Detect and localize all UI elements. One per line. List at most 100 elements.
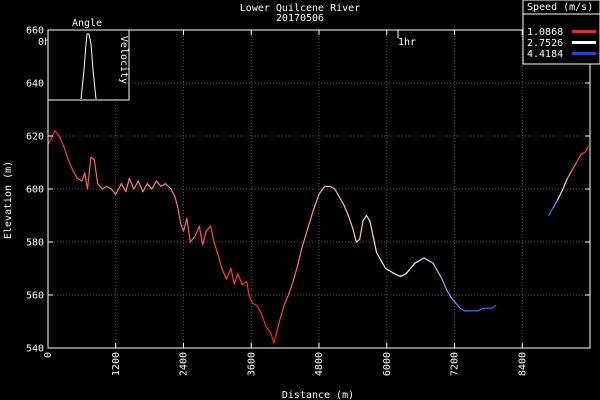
track-line-segment — [571, 161, 578, 172]
track-line-segment — [557, 188, 564, 201]
inset-ylabel: Velocity — [118, 36, 129, 84]
inset-frame — [47, 29, 130, 101]
track-line-segment — [106, 185, 112, 190]
inset-panel: Angle Velocity — [47, 18, 130, 101]
track-line-segment — [155, 180, 162, 187]
track-line-segment — [84, 172, 89, 190]
track-line-segment — [230, 267, 235, 285]
track-line-segment — [372, 236, 378, 254]
track-line-segment — [86, 156, 92, 190]
track-line-segment — [269, 331, 275, 344]
track-line-segment — [275, 320, 281, 336]
track-line-segment — [128, 177, 135, 190]
track-line-segment — [67, 159, 74, 172]
track-line-segment — [213, 241, 218, 254]
track-line-segment — [436, 270, 443, 280]
track-line-segment — [47, 138, 52, 145]
inset-title: Angle — [72, 18, 102, 29]
track-line-segment — [90, 156, 95, 161]
x-axis-label: Distance (m) — [282, 390, 354, 400]
y-tick-label: 620 — [26, 132, 44, 143]
x-tick-label: 6000 — [382, 352, 393, 376]
track-line-segment — [180, 222, 185, 232]
track-line-segment — [186, 217, 191, 243]
track-line-segment — [389, 270, 396, 275]
time-markers: 0h 1hr — [38, 37, 416, 48]
track-line-segment — [301, 228, 309, 248]
track-line-segment — [246, 281, 250, 296]
track-line-segment — [343, 204, 349, 217]
track-line-segment — [418, 257, 425, 262]
track-line-segment — [93, 159, 99, 185]
track-line-segment — [552, 199, 559, 209]
legend-swatch — [572, 41, 596, 44]
track-line-segment — [72, 169, 78, 179]
track-line-segment — [365, 214, 371, 222]
track-line-segment — [115, 183, 122, 195]
track-line-segment — [198, 225, 204, 246]
track-line-segment — [584, 146, 589, 153]
track-line-segment — [287, 281, 294, 296]
track-line-segment — [54, 130, 60, 137]
x-tick-label: 8400 — [517, 352, 528, 376]
legend-swatch — [572, 52, 596, 55]
track-line-segment — [394, 273, 401, 278]
track-line-segment — [205, 225, 212, 232]
track-line-segment — [164, 183, 172, 190]
track-line-segment — [380, 259, 387, 270]
inset-angle-curve — [80, 33, 97, 100]
x-tick-label: 3600 — [246, 352, 257, 376]
chart-subtitle: 20170506 — [276, 13, 324, 24]
track-line-segment — [81, 172, 86, 182]
x-tick-label: 7200 — [450, 352, 461, 376]
x-tick-label: 2400 — [179, 352, 190, 376]
track-line-segment — [318, 185, 326, 195]
track-line-segment — [334, 188, 340, 198]
track-line-segment — [97, 183, 103, 190]
track-line-segment — [477, 307, 484, 312]
track-line-segment — [194, 225, 200, 238]
track-line-segment — [50, 130, 56, 140]
track-line-segment — [414, 259, 421, 264]
track-line-segment — [120, 183, 127, 193]
track-line-segment — [548, 206, 554, 217]
track-line-segment — [292, 265, 299, 283]
track-line-segment — [151, 180, 157, 190]
track-line-segment — [580, 151, 587, 156]
y-tick-label: 560 — [26, 291, 44, 302]
track-line-segment — [427, 259, 434, 264]
chart-title: Lower Quilcene River — [240, 3, 360, 14]
track-line-segment — [329, 185, 336, 190]
track-line-segment — [385, 267, 391, 272]
track-line-segment — [110, 188, 117, 195]
track-line-segment — [409, 262, 416, 270]
track-line-segment — [575, 153, 582, 164]
track-line-segment — [63, 146, 69, 161]
track-line-segment — [405, 267, 412, 275]
track-line-segment — [225, 267, 232, 280]
track-line-segment — [241, 281, 248, 285]
track-line-segment — [101, 185, 108, 190]
y-tick-label: 580 — [26, 238, 44, 249]
track-line-segment — [278, 305, 285, 323]
track-line-segment — [210, 225, 215, 243]
track-line-segment — [170, 188, 176, 198]
track-line-segment — [455, 302, 461, 309]
track-line-segment — [233, 273, 239, 285]
legend-swatch — [572, 30, 596, 33]
track-line-segment — [237, 273, 243, 285]
track-line-segment — [459, 307, 466, 312]
track-line-segment — [146, 183, 153, 190]
y-tick-label: 600 — [26, 185, 44, 196]
track-line-segment — [296, 246, 303, 267]
track-line-segment — [562, 177, 569, 190]
track-line-segment — [375, 252, 382, 262]
track-line-segment — [76, 177, 83, 182]
time-marker-1hr: 1hr — [398, 37, 416, 48]
legend: Speed (m/s) 1.0868 2.7526 4.4184 — [522, 0, 600, 65]
track-line-segment — [307, 209, 314, 230]
legend-label: 2.7526 — [527, 38, 563, 49]
track-line-segment — [441, 278, 448, 291]
track-line-segment — [445, 289, 452, 299]
